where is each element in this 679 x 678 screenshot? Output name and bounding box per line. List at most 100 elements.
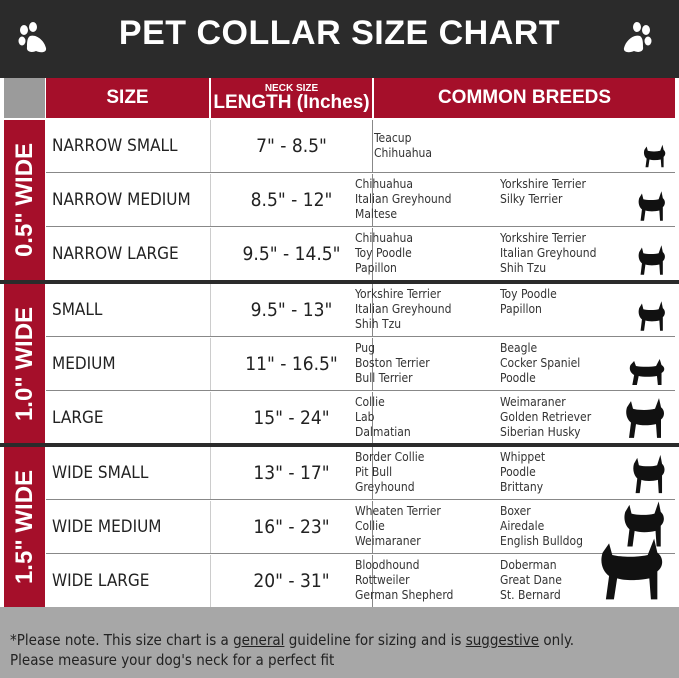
breed: Papillon (500, 302, 542, 316)
breeds-left: Collie Lab Dalmatian (355, 395, 411, 440)
breeds-right: Weimaraner Golden Retriever Siberian Husky (500, 395, 591, 440)
breed: Yorkshire Terrier (500, 231, 586, 245)
size-name: WIDE MEDIUM (52, 517, 162, 537)
neck-length: 16" - 23" (210, 501, 373, 553)
neck-length: 11" - 16.5" (210, 338, 373, 390)
bulldog-silhouette-icon (633, 454, 665, 494)
pitbull-silhouette-icon (624, 501, 664, 547)
size-name: WIDE LARGE (52, 571, 150, 591)
breed: Pug (355, 341, 375, 355)
header-length-sub: NECK SIZE (264, 83, 319, 94)
doberman-silhouette-icon (601, 538, 663, 600)
size-name: NARROW SMALL (52, 136, 178, 156)
breed: Maltese (355, 207, 398, 221)
note-line2: Please measure your dog's neck for a per… (10, 651, 335, 669)
breed: Yorkshire Terrier (355, 287, 441, 301)
breed: Yorkshire Terrier (500, 177, 586, 191)
breed: Bull Terrier (355, 371, 413, 385)
breed: Shih Tzu (500, 261, 547, 275)
chihuahua-silhouette-icon (638, 191, 665, 221)
neck-length: 20" - 31" (210, 555, 373, 607)
header-size: SIZE (46, 78, 209, 118)
size-name: MEDIUM (52, 354, 116, 374)
group-divider (0, 280, 679, 284)
breeds-left: Bloodhound Rottweiler German Shepherd (355, 558, 453, 603)
neck-length: 15" - 24" (210, 392, 373, 444)
breed: Airedale (500, 519, 545, 533)
pug-silhouette-icon (629, 359, 665, 385)
breed: Cocker Spaniel (500, 356, 581, 370)
width-group-label: 1.5" WIDE (4, 447, 45, 607)
size-name: LARGE (52, 408, 104, 428)
page-title: PET COLLAR SIZE CHART (118, 14, 561, 52)
breed: German Shepherd (355, 588, 454, 602)
breeds-left: Teacup Chihuahua (374, 131, 432, 161)
table-row: WIDE SMALL 13" - 17" Border Collie Pit Bu… (46, 447, 675, 500)
breeds-right: Yorkshire Terrier Silky Terrier (500, 177, 586, 207)
shepherd-silhouette-icon (626, 398, 664, 438)
neck-length: 9.5" - 13" (210, 284, 373, 336)
breeds-left: Wheaten Terrier Collie Weimaraner (355, 504, 441, 549)
header-corner (4, 78, 45, 118)
breed: Italian Greyhound (355, 302, 452, 316)
breed: Rottweiler (355, 573, 410, 587)
size-name: NARROW MEDIUM (52, 190, 191, 210)
table-row: SMALL 9.5" - 13" Yorkshire Terrier Italia… (46, 284, 675, 337)
table-row: LARGE 15" - 24" Collie Lab Dalmatian Weima… (46, 392, 675, 445)
breed: Italian Greyhound (355, 192, 452, 206)
title-bar (0, 0, 679, 78)
breed: Shih Tzu (355, 317, 402, 331)
breed: Golden Retriever (500, 410, 592, 424)
breed: Beagle (500, 341, 538, 355)
footer-note: *Please note. This size chart is a gener… (0, 607, 679, 678)
breed: Bloodhound (355, 558, 420, 572)
breed: Teacup (374, 131, 412, 145)
size-name: SMALL (52, 300, 103, 320)
neck-length: 8.5" - 12" (210, 174, 373, 226)
table-row: WIDE MEDIUM 16" - 23" Wheaten Terrier Col… (46, 501, 675, 554)
note-underline: suggestive (465, 631, 540, 649)
pomeranian-silhouette-icon (638, 245, 665, 275)
breed: Toy Poodle (355, 246, 412, 260)
breed: Boston Terrier (355, 356, 430, 370)
breed: Dalmatian (355, 425, 411, 439)
breeds-left: Border Collie Pit Bull Greyhound (355, 450, 424, 495)
yorkie-silhouette-icon (643, 144, 666, 168)
breed: Collie (355, 519, 385, 533)
width-label: 0.5" WIDE (10, 142, 38, 258)
breed: Silky Terrier (500, 192, 563, 206)
note-text: guideline for sizing and is (284, 631, 466, 649)
note-text: only. (539, 631, 575, 649)
width-group-label: 0.5" WIDE (4, 120, 45, 280)
breed: Chihuahua (374, 146, 432, 160)
breed: Chihuahua (355, 177, 413, 191)
breed: Papillon (355, 261, 397, 275)
neck-length: 13" - 17" (210, 447, 373, 499)
breed: Weimaraner (500, 395, 566, 409)
breed: Whippet (500, 450, 546, 464)
width-label: 1.0" WIDE (10, 306, 38, 422)
breeds-right: Whippet Poodle Brittany (500, 450, 545, 495)
breeds-right: Toy Poodle Papillon (500, 287, 557, 317)
breed: Boxer (500, 504, 531, 518)
breed: Great Dane (500, 573, 562, 587)
paw-icon (18, 22, 47, 53)
neck-length: 9.5" - 14.5" (210, 228, 373, 280)
breed: Border Collie (355, 450, 425, 464)
breed: Wheaten Terrier (355, 504, 441, 518)
neck-length: 7" - 8.5" (210, 120, 373, 172)
width-label: 1.5" WIDE (10, 469, 38, 585)
table-row: NARROW MEDIUM 8.5" - 12" Chihuahua Italia… (46, 174, 675, 227)
breed: Siberian Husky (500, 425, 581, 439)
note-text: *Please note. This size chart is a (10, 631, 234, 649)
breeds-right: Boxer Airedale English Bulldog (500, 504, 583, 549)
breeds-left: Chihuahua Italian Greyhound Maltese (355, 177, 451, 222)
breeds-right: Doberman Great Dane St. Bernard (500, 558, 562, 603)
paw-icon (623, 22, 652, 53)
breed: Poodle (500, 465, 536, 479)
breeds-right: Beagle Cocker Spaniel Poodle (500, 341, 580, 386)
pomeranian-silhouette-icon (638, 301, 665, 331)
header-breeds: COMMON BREEDS (374, 78, 675, 118)
breed: Italian Greyhound (500, 246, 597, 260)
breed: St. Bernard (500, 588, 561, 602)
